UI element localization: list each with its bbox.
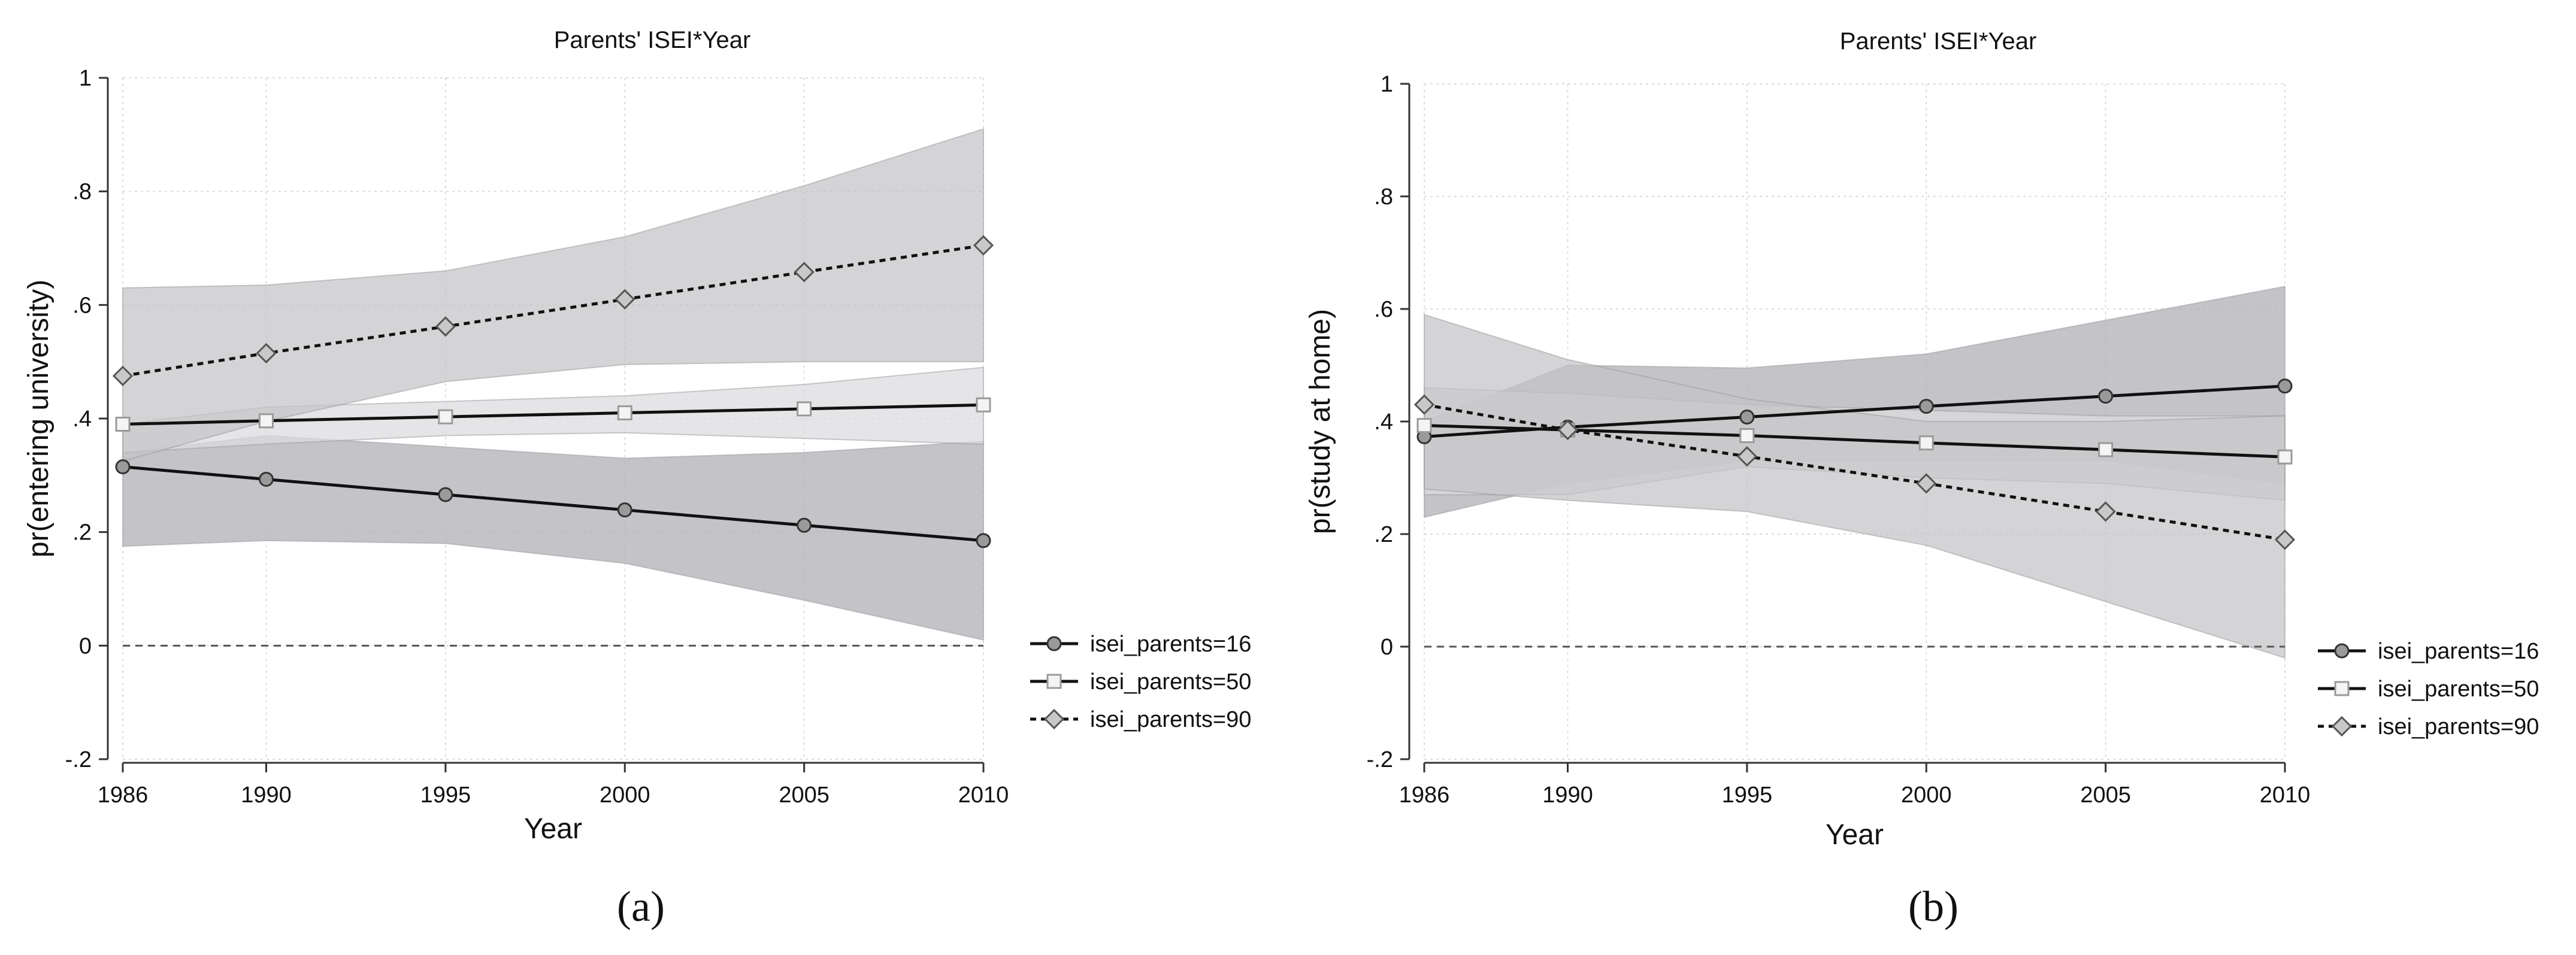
legend-label: isei_parents=50 — [1090, 669, 1251, 695]
x-tick-label: 1990 — [241, 783, 292, 808]
panel-caption: (b) — [1908, 883, 1959, 930]
y-tick-label: .8 — [72, 180, 92, 205]
legend-marker-square — [2334, 681, 2350, 696]
y-tick-label: 1 — [1381, 72, 1393, 97]
legend-marker-diamond — [1043, 708, 1065, 730]
data-point — [2098, 389, 2114, 404]
panel-caption: (a) — [617, 883, 665, 930]
y-tick-label: .4 — [1374, 410, 1393, 435]
x-tick-label: 1995 — [420, 783, 471, 808]
x-tick-label: 1995 — [1722, 783, 1773, 808]
legend-marker-square — [1046, 674, 1062, 689]
y-axis-label: pr(entering university) — [23, 280, 55, 557]
y-tick-label: .6 — [72, 293, 92, 318]
data-point — [435, 316, 456, 337]
chart-title: Parents' ISEI*Year — [1840, 28, 2037, 54]
legend-label: isei_parents=90 — [2378, 714, 2539, 739]
data-point — [1918, 435, 1934, 451]
data-point — [256, 342, 277, 364]
x-axis-label: Year — [1826, 819, 1884, 851]
legend-label: isei_parents=16 — [1090, 632, 1251, 657]
data-point — [2095, 501, 2116, 522]
series-line-1 — [122, 465, 984, 542]
data-point — [259, 413, 274, 429]
data-point — [115, 459, 131, 475]
data-point — [1739, 428, 1755, 443]
x-tick-label: 2000 — [1901, 783, 1952, 808]
data-point — [1413, 394, 1435, 415]
data-point — [438, 487, 453, 502]
confidence-band-2 — [122, 366, 984, 453]
data-point — [794, 262, 815, 283]
data-point — [115, 416, 131, 432]
legend-label: isei_parents=90 — [1090, 707, 1251, 732]
legend-label: isei_parents=50 — [2378, 677, 2539, 702]
data-point — [1557, 419, 1578, 441]
legend-marker-diamond — [2331, 716, 2353, 737]
data-point — [797, 517, 812, 533]
data-point — [2274, 529, 2296, 550]
y-tick-label: .2 — [1374, 522, 1393, 547]
series-line-2 — [1424, 424, 2286, 459]
y-tick-label: -.2 — [65, 747, 92, 772]
data-point — [973, 235, 994, 256]
data-point — [2098, 442, 2114, 457]
data-point — [2277, 378, 2293, 394]
x-tick-label: 2010 — [958, 783, 1009, 808]
legend-marker-circle — [1046, 636, 1062, 651]
y-tick-label: .6 — [1374, 297, 1393, 322]
data-point — [112, 365, 134, 386]
data-point — [976, 533, 991, 548]
x-tick-label: 2005 — [779, 783, 830, 808]
y-tick-label: 1 — [79, 66, 92, 91]
y-tick-label: .4 — [72, 407, 92, 432]
y-tick-label: .2 — [72, 520, 92, 545]
x-tick-label: 1986 — [1399, 783, 1450, 808]
legend-marker-circle — [2334, 643, 2350, 659]
x-tick-label: 2005 — [2080, 783, 2131, 808]
data-point — [1736, 446, 1757, 467]
y-tick-label: -.2 — [1367, 747, 1393, 772]
data-point — [797, 401, 812, 417]
chart-panel-a: -.2 0 .2 .4 .6 .8 1 1986 1990 1995 2000 2005 2010 Par… — [23, 27, 1251, 930]
x-tick-label: 1990 — [1542, 783, 1593, 808]
y-tick-label: 0 — [1381, 635, 1393, 660]
y-tick-label: 0 — [79, 633, 92, 659]
data-point — [1916, 473, 1937, 494]
chart-panel-b: -.2 0 .2 .4 .6 .8 1 1986 1990 1995 2000 2005 2010 Par… — [1304, 28, 2539, 930]
x-axis-label: Year — [524, 813, 582, 845]
x-tick-label: 2010 — [2260, 783, 2311, 808]
data-point — [2277, 449, 2293, 465]
data-point — [617, 405, 632, 421]
data-point — [976, 397, 991, 413]
chart-title: Parents' ISEI*Year — [554, 27, 751, 53]
confidence-band-1 — [122, 435, 984, 641]
data-point — [1739, 409, 1755, 425]
y-tick-label: .8 — [1374, 184, 1393, 210]
data-point — [438, 409, 453, 425]
legend-label: isei_parents=16 — [2378, 639, 2539, 664]
confidence-band-3 — [1424, 314, 2286, 659]
series-line-2 — [122, 403, 984, 426]
data-point — [1416, 418, 1432, 433]
x-tick-label: 2000 — [600, 783, 650, 808]
data-point — [617, 502, 632, 518]
x-tick-label: 1986 — [98, 783, 149, 808]
y-axis-label: pr(study at home) — [1304, 309, 1336, 534]
series-line-3 — [122, 244, 984, 378]
data-point — [1918, 399, 1934, 414]
series-line-3 — [1424, 403, 2286, 541]
data-point — [615, 289, 635, 310]
data-point — [259, 471, 274, 487]
